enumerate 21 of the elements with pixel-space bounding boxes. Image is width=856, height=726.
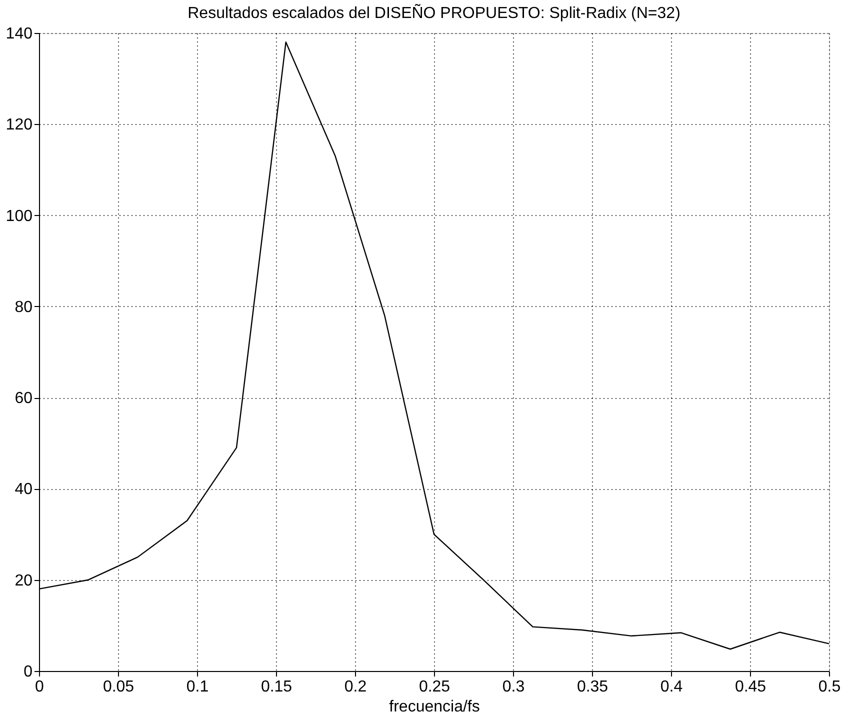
x-tick-label: 0.2: [344, 678, 367, 696]
y-tick-label: 0: [24, 664, 33, 680]
x-tick-label: 0.25: [418, 678, 450, 696]
x-tick-label: 0.05: [102, 678, 134, 696]
x-axis-title: frecuencia/fs: [389, 698, 480, 716]
y-tick-label: 120: [6, 116, 33, 134]
y-tick-label: 60: [14, 390, 33, 408]
x-tick-label: 0.1: [186, 678, 209, 696]
x-tick-label: 0.3: [502, 678, 525, 696]
x-tick-label: 0.5: [818, 678, 841, 696]
y-tick-label: 80: [14, 298, 33, 316]
chart-title: Resultados escalados del DISEÑO PROPUESTO: Split-Radix (N=32): [188, 3, 680, 22]
y-tick-label: 20: [14, 572, 33, 590]
y-tick-label: 100: [6, 208, 33, 225]
x-tick-label: 0.35: [576, 678, 608, 696]
y-tick-label: 140: [6, 26, 33, 42]
x-tick-label: 0.15: [260, 678, 292, 696]
x-tick-label: 0: [35, 678, 44, 696]
y-tick-label: 40: [14, 481, 33, 498]
x-tick-label: 0.4: [660, 678, 683, 696]
x-tick-label: 0.45: [734, 678, 766, 696]
